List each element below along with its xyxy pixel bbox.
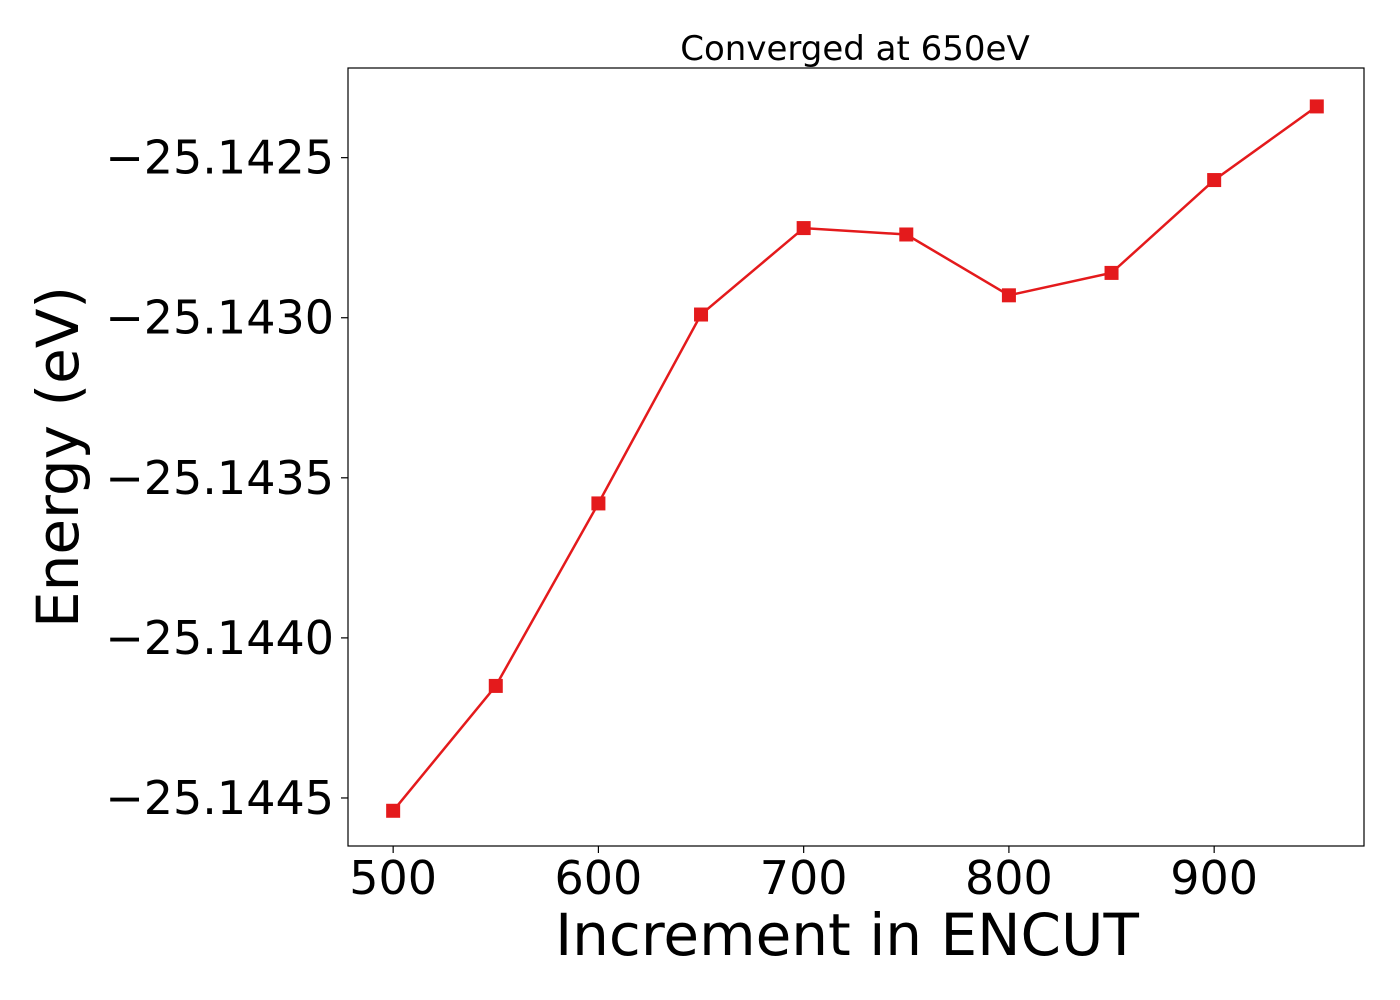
data-point-marker — [1001, 288, 1016, 303]
data-point-marker — [796, 221, 811, 236]
data-point-marker — [591, 496, 606, 511]
data-point-marker — [1104, 265, 1119, 280]
x-tick-label: 800 — [965, 851, 1053, 905]
data-point-marker — [488, 678, 503, 693]
y-axis-label: Energy (eV) — [24, 286, 92, 628]
data-point-marker — [694, 307, 709, 322]
series-layer — [386, 99, 1324, 818]
data-point-marker — [899, 227, 914, 242]
y-tick-label: −25.1440 — [105, 611, 334, 665]
y-tick-label: −25.1430 — [105, 291, 334, 345]
x-axis-ticks: 500 600 700 800 900 — [349, 846, 1258, 905]
data-point-marker — [386, 803, 401, 818]
x-tick-label: 700 — [760, 851, 848, 905]
x-tick-label: 900 — [1170, 851, 1258, 905]
chart-title: Converged at 650eV — [680, 29, 1029, 69]
y-tick-label: −25.1445 — [105, 771, 334, 825]
y-axis-ticks: −25.1445 −25.1440 −25.1435 −25.1430 −25.1425 — [105, 131, 348, 825]
data-point-marker — [1309, 99, 1324, 114]
x-tick-label: 600 — [555, 851, 643, 905]
x-tick-label: 500 — [349, 851, 437, 905]
y-tick-label: −25.1435 — [105, 451, 334, 505]
data-point-marker — [1207, 173, 1222, 188]
series-line — [392, 105, 1318, 812]
x-axis-label: Increment in ENCUT — [555, 901, 1139, 969]
y-tick-label: −25.1425 — [105, 131, 334, 185]
plot-frame — [347, 67, 1365, 847]
